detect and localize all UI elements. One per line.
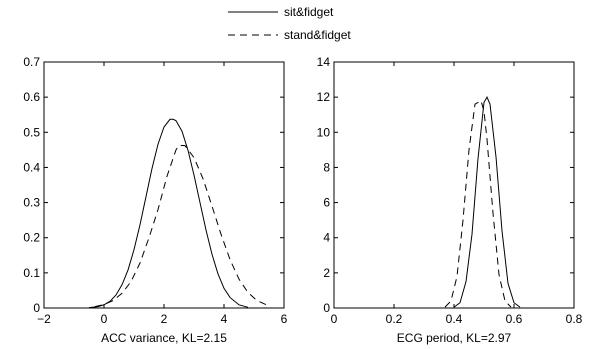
y-tick-label: 14 — [317, 55, 331, 69]
chart-acc-variance-lines — [88, 118, 270, 309]
x-tick-label: 0 — [101, 312, 108, 326]
y-tick-label: 0.5 — [23, 125, 40, 139]
chart-acc-variance: −2 0 2 4 600.10.20.30.40.50.60.7 ACC varianc… — [23, 55, 287, 345]
series-line-acc-variance-stand-fidget — [94, 144, 270, 308]
y-tick-label: 2 — [323, 266, 330, 280]
y-tick-label: 0.4 — [23, 160, 40, 174]
x-tick-label: −2 — [37, 312, 51, 326]
y-tick-label: 0.7 — [23, 55, 40, 69]
y-tick-label: 12 — [317, 90, 331, 104]
x-tick-label: 4 — [221, 312, 228, 326]
chart-ecg-period-ticks: 0 0.2 0.4 0.6 0.8 0 2 4 6 8 10 12 14 — [317, 55, 583, 326]
y-tick-label: 0.3 — [23, 196, 40, 210]
x-tick-label: 0.4 — [446, 312, 463, 326]
series-line-ecg-period-stand-fidget — [444, 99, 512, 308]
y-tick-label: 0.2 — [23, 231, 40, 245]
chart-ecg-period-lines — [444, 96, 521, 308]
chart-ecg-period-xlabel: ECG period, KL=2.97 — [397, 331, 512, 345]
legend: sit&fidget stand&fidget — [228, 5, 351, 42]
series-line-acc-variance-sit-fidget — [88, 118, 249, 309]
x-tick-label: 2 — [161, 312, 168, 326]
chart-acc-variance-ticks: −2 0 2 4 600.10.20.30.40.50.60.7 — [23, 55, 287, 326]
y-tick-label: 6 — [323, 196, 330, 210]
x-tick-label: 0 — [331, 312, 338, 326]
series-line-ecg-period-sit-fidget — [453, 96, 521, 308]
y-tick-label: 0 — [33, 301, 40, 315]
legend-label-sit-fidget: sit&fidget — [284, 5, 334, 19]
chart-acc-variance-axes-box — [43, 61, 285, 309]
x-tick-label: 0.8 — [566, 312, 583, 326]
y-tick-label: 0 — [323, 301, 330, 315]
y-tick-label: 10 — [317, 125, 331, 139]
chart-ecg-period: 0 0.2 0.4 0.6 0.8 0 2 4 6 8 10 12 14 ECG period, KL=… — [317, 55, 583, 345]
y-tick-label: 0.1 — [23, 266, 40, 280]
x-tick-label: 6 — [281, 312, 288, 326]
x-tick-label: 0.2 — [386, 312, 403, 326]
legend-label-stand-fidget: stand&fidget — [284, 28, 351, 42]
y-tick-label: 8 — [323, 160, 330, 174]
y-tick-label: 4 — [323, 231, 330, 245]
chart-ecg-period-axes-box — [333, 61, 575, 309]
chart-acc-variance-xlabel: ACC variance, KL=2.15 — [101, 331, 227, 345]
x-tick-label: 0.6 — [506, 312, 523, 326]
y-tick-label: 0.6 — [23, 90, 40, 104]
